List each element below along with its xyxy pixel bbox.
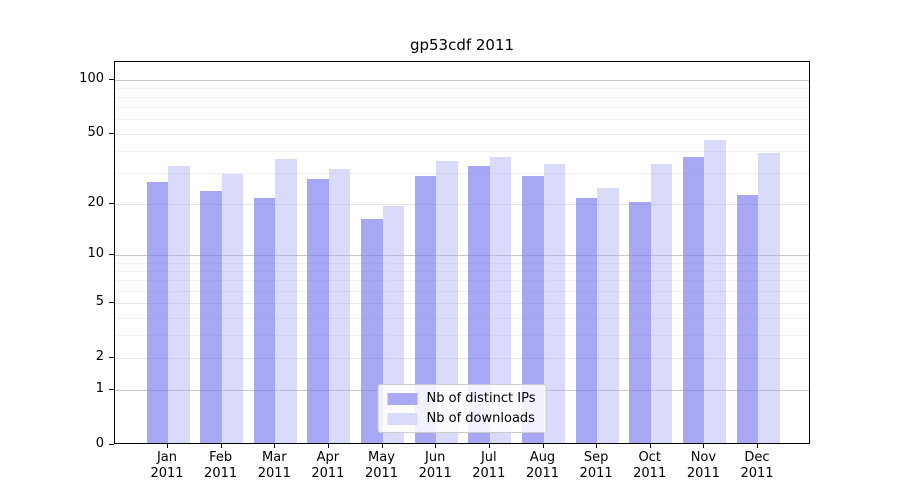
plot-area: Nb of distinct IPs Nb of downloads: [114, 61, 810, 444]
gridline-6: [115, 290, 809, 292]
bar-distinct-ips-jan: [146, 182, 168, 443]
gridline-40: [115, 150, 809, 152]
gridline-9: [115, 262, 809, 264]
x-tick-mark-nov: [703, 444, 705, 448]
x-tick-mark-aug: [542, 444, 544, 448]
x-tick-label-jan: Jan 2011: [150, 450, 184, 481]
bar-downloads-aug: [543, 163, 565, 443]
x-tick-mark-feb: [220, 444, 222, 448]
gridline-3: [115, 335, 809, 337]
x-tick-mark-sep: [596, 444, 598, 448]
bar-downloads-jan: [168, 166, 190, 443]
bar-distinct-ips-dec: [736, 194, 758, 443]
gridline-60: [115, 119, 809, 121]
x-tick-label-feb: Feb 2011: [204, 450, 238, 481]
bar-downloads-apr: [328, 168, 351, 443]
bar-downloads-may: [382, 205, 404, 443]
chart-title: gp53cdf 2011: [409, 36, 515, 54]
y-tick-label-1: 1: [95, 381, 104, 397]
legend-swatch-downloads: [387, 412, 418, 425]
x-tick-mark-jan: [167, 444, 168, 448]
bar-distinct-ips-jun: [414, 176, 437, 443]
gridline-20: [115, 203, 809, 205]
gridline-50: [115, 133, 809, 135]
x-tick-mark-jun: [435, 444, 437, 448]
bar-downloads-nov: [704, 139, 726, 443]
gridline-10: [115, 255, 809, 257]
gridline-2: [115, 358, 809, 359]
legend-item-distinct-ips: Nb of distinct IPs: [387, 391, 536, 406]
y-tick-label-20: 20: [87, 194, 104, 210]
gridline-7: [115, 280, 809, 282]
bar-distinct-ips-nov: [682, 157, 705, 443]
bar-downloads-dec: [758, 152, 780, 443]
legend-item-downloads: Nb of downloads: [387, 411, 536, 426]
bar-distinct-ips-aug: [522, 176, 544, 443]
bar-distinct-ips-oct: [629, 201, 651, 443]
gridline-70: [115, 107, 809, 109]
x-tick-label-jul: Jul 2011: [472, 450, 506, 481]
y-tick-mark-20: [109, 202, 114, 204]
x-tick-label-jun: Jun 2011: [418, 450, 452, 481]
gridline-8: [115, 271, 809, 272]
bar-downloads-mar: [275, 159, 297, 443]
x-tick-label-dec: Dec 2011: [740, 450, 774, 481]
bar-distinct-ips-apr: [307, 179, 329, 443]
x-tick-mark-oct: [649, 444, 651, 448]
y-tick-mark-5: [109, 302, 114, 304]
y-tick-label-10: 10: [87, 246, 104, 262]
bar-distinct-ips-sep: [575, 198, 598, 443]
bar-downloads-jul: [489, 157, 512, 443]
x-tick-mark-may: [381, 444, 383, 448]
bar-distinct-ips-feb: [200, 191, 222, 443]
gridline-30: [115, 173, 809, 175]
y-tick-mark-2: [109, 357, 114, 358]
legend-label-downloads: Nb of downloads: [426, 411, 535, 426]
x-tick-mark-jul: [488, 444, 490, 448]
bar-distinct-ips-jul: [468, 166, 490, 443]
bar-distinct-ips-mar: [253, 198, 276, 443]
legend-swatch-distinct-ips: [387, 392, 418, 405]
gridline-100: [115, 79, 809, 81]
bar-downloads-jun: [436, 161, 458, 443]
y-tick-label-2: 2: [95, 349, 104, 364]
y-tick-mark-50: [109, 132, 114, 134]
x-tick-mark-mar: [274, 444, 276, 448]
x-tick-label-oct: Oct 2011: [633, 450, 667, 481]
bar-downloads-feb: [221, 173, 244, 443]
y-tick-label-50: 50: [87, 124, 104, 140]
gridline-5: [115, 303, 809, 305]
x-tick-label-sep: Sep 2011: [579, 450, 613, 481]
gridline-4: [115, 317, 809, 319]
gridline-80: [115, 97, 809, 98]
x-tick-label-nov: Nov 2011: [686, 450, 720, 481]
x-tick-mark-dec: [757, 444, 758, 448]
y-tick-label-0: 0: [95, 436, 104, 451]
y-tick-mark-1: [109, 389, 114, 391]
y-tick-label-5: 5: [95, 294, 104, 310]
y-tick-label-100: 100: [79, 70, 104, 86]
x-tick-label-may: May 2011: [364, 450, 399, 481]
gridline-90: [115, 87, 809, 89]
legend-label-distinct-ips: Nb of distinct IPs: [426, 391, 536, 406]
y-tick-mark-10: [109, 254, 114, 256]
bar-distinct-ips-may: [361, 218, 383, 443]
bar-downloads-sep: [597, 188, 619, 443]
y-tick-mark-100: [109, 78, 114, 80]
x-tick-label-mar: Mar 2011: [257, 450, 291, 481]
bar-downloads-oct: [650, 163, 673, 443]
x-tick-mark-apr: [327, 444, 329, 448]
x-tick-label-apr: Apr 2011: [311, 450, 345, 481]
x-tick-label-aug: Aug 2011: [525, 450, 560, 481]
y-tick-mark-0: [109, 444, 114, 445]
legend: Nb of distinct IPs Nb of downloads: [377, 384, 547, 433]
